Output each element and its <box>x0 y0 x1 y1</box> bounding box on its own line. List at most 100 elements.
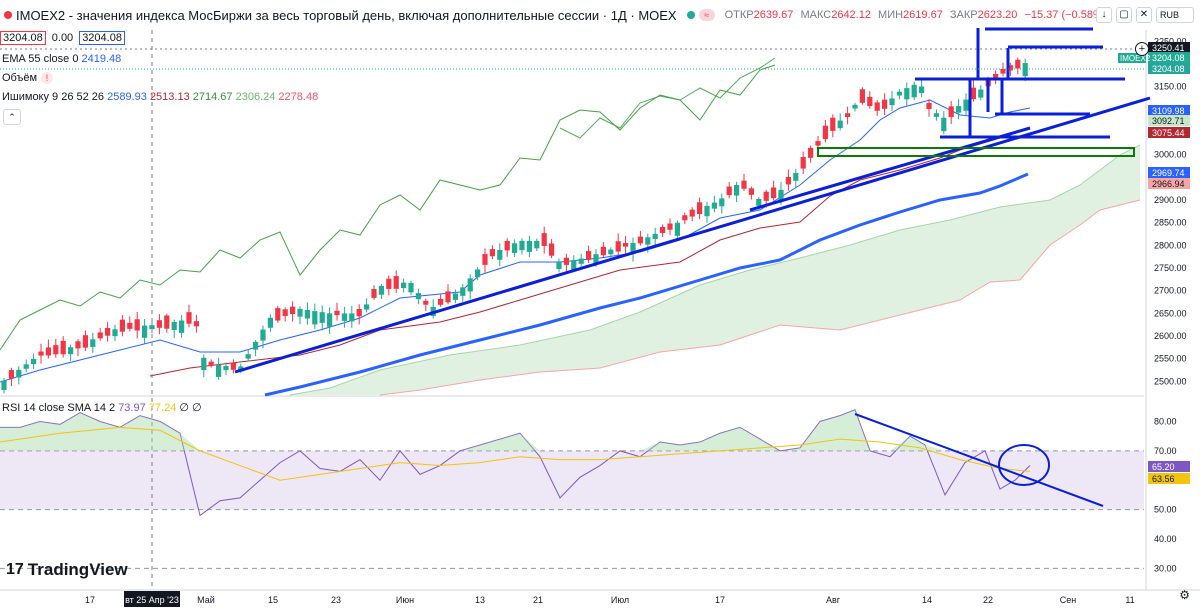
volume-legend[interactable]: Объём! <box>2 72 54 84</box>
candle-body <box>956 106 962 113</box>
candle-body <box>748 188 754 195</box>
candle-body <box>364 304 370 310</box>
candle-body <box>82 335 88 348</box>
collapse-legend-icon[interactable]: ⌃ <box>3 109 21 125</box>
candle-body <box>882 99 888 109</box>
rsi-tick-label: 80.00 <box>1154 416 1177 426</box>
candle-body <box>763 191 769 201</box>
time-tick-label: Июн <box>396 595 414 605</box>
candle-body <box>830 117 836 131</box>
symbol-tag-badge <box>1118 53 1146 63</box>
candle-body <box>467 278 473 292</box>
rsi-band <box>0 450 1144 510</box>
price-tick-label: 3250.00 <box>1154 36 1187 46</box>
candle-body <box>504 240 510 251</box>
price-axis-badge-label: 2969.74 <box>1152 168 1185 178</box>
price-tick-label: 2550.00 <box>1154 354 1187 364</box>
candle-body <box>911 84 917 98</box>
ichimoku-chikou <box>0 64 776 351</box>
rsi-legend[interactable]: RSI 14 close SMA 14 2 73.97 77.24 ∅ ∅ <box>2 402 202 414</box>
candle-body <box>497 249 503 260</box>
close-icon[interactable]: ✕ <box>1136 7 1152 23</box>
candle-body <box>682 215 688 221</box>
ichimoku-span-b <box>379 199 1141 396</box>
candle-body <box>253 341 259 350</box>
candle-body <box>489 249 495 257</box>
rsi-tick-label: 70.00 <box>1154 446 1177 456</box>
candle-body <box>142 325 148 338</box>
candle-body <box>401 282 407 289</box>
candle-body <box>963 99 969 111</box>
add-alert-icon[interactable]: + <box>1135 42 1149 56</box>
candle-body <box>526 240 532 252</box>
candle-body <box>1 380 7 390</box>
candle-body <box>245 354 251 359</box>
candle-body <box>349 313 355 322</box>
price-tick-label: 2800.00 <box>1154 240 1187 250</box>
price-tick-label: 2700.00 <box>1154 286 1187 296</box>
ema-legend[interactable]: EMA 55 close 0 2419.48 <box>2 53 122 65</box>
tradingview-mark-icon: 17 <box>6 561 24 578</box>
candle-body <box>45 347 51 356</box>
candle-body <box>327 313 333 327</box>
candle-body <box>697 202 703 215</box>
candle-body <box>704 205 710 217</box>
candle-body <box>260 329 266 341</box>
time-tick-label: Май <box>197 595 215 605</box>
price-tick-label: 3150.00 <box>1154 82 1187 92</box>
candle-body <box>171 321 177 330</box>
buy-price[interactable]: 3204.08 <box>79 30 125 45</box>
header-buttons: ↓ ▢ ✕ <box>1096 7 1152 23</box>
candle-body <box>208 361 214 366</box>
candle-body <box>68 347 74 355</box>
candle-body <box>16 369 22 378</box>
symbol-title[interactable]: IMOEX2 - значения индекса МосБиржи за ве… <box>16 7 677 23</box>
candle-body <box>867 96 873 107</box>
price-axis-badge-label: 2966.94 <box>1152 179 1185 189</box>
candle-body <box>230 362 236 370</box>
candle-body <box>1007 65 1013 71</box>
candle-body <box>534 240 540 249</box>
time-axis-badge-label: вт 25 Апр '23 <box>125 595 179 605</box>
time-tick-label: 14 <box>922 595 932 605</box>
rsi-circle-annotation <box>998 444 1050 486</box>
warning-icon: ! <box>41 72 54 84</box>
candle-body <box>734 184 740 196</box>
candle-body <box>90 339 96 347</box>
candle-body <box>186 312 192 324</box>
candle-body <box>408 283 414 293</box>
price-axis-badge <box>1148 63 1190 74</box>
candle-body <box>275 308 281 321</box>
candle-body <box>127 322 133 329</box>
time-axis-badge <box>124 591 180 607</box>
ichimoku-span-a <box>289 144 1141 396</box>
candle-body <box>216 365 222 377</box>
maximize-icon[interactable]: ▢ <box>1116 7 1132 23</box>
candle-body <box>371 289 377 298</box>
price-tick-label: 2500.00 <box>1154 376 1187 386</box>
sell-price[interactable]: 3204.08 <box>0 30 46 45</box>
scroll-down-icon[interactable]: ↓ <box>1096 7 1112 23</box>
price-axis-badge <box>1148 42 1190 53</box>
price-tick-label: 2650.00 <box>1154 308 1187 318</box>
price-axis-badge-label: 3075.44 <box>1152 128 1185 138</box>
candle-body <box>475 269 481 278</box>
ichimoku-legend[interactable]: Ишимоку 9 26 52 26 2589.93 2513.13 2714.… <box>2 91 319 103</box>
price-axis-badge <box>1148 105 1190 116</box>
symbol-tag-label: IMOEX2 <box>1120 54 1151 63</box>
candle-body <box>356 309 362 317</box>
currency-selector[interactable]: RUB <box>1156 7 1194 23</box>
candle-body <box>452 293 458 300</box>
candle-body <box>578 258 584 264</box>
candle-body <box>852 104 858 109</box>
candle-body <box>926 102 932 110</box>
candle-body <box>60 340 66 355</box>
candle-body <box>904 88 910 100</box>
candle-body <box>652 233 658 240</box>
candle-body <box>571 260 577 271</box>
candle-body <box>445 291 451 303</box>
candle-body <box>645 237 651 245</box>
gear-icon[interactable]: ⚙ <box>1179 588 1190 602</box>
candle-body <box>119 319 125 332</box>
